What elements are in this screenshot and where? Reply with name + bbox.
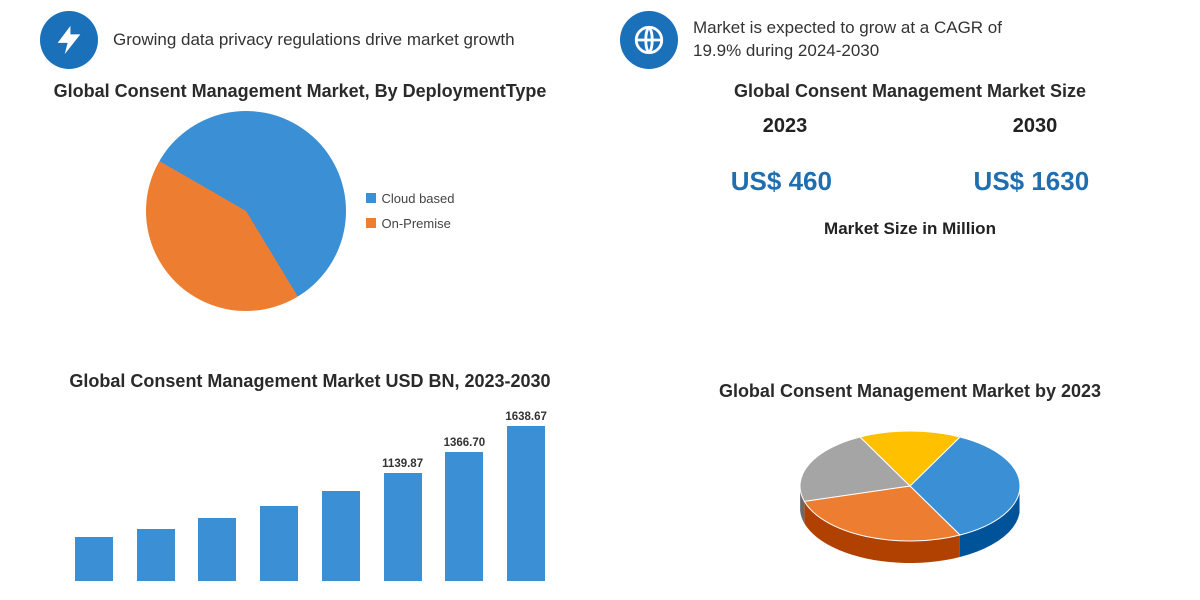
bar-value-label: 1139.87 — [382, 458, 423, 470]
legend-label-cloud: Cloud based — [382, 191, 455, 206]
bar-col: 1638.67 — [502, 411, 550, 580]
deployment-pie-title: Global Consent Management Market, By Dep… — [20, 80, 580, 103]
bar-chart-bars: 1139.87 1366.70 1638.67 — [70, 401, 550, 581]
ms-value-1: US$ 1630 — [974, 166, 1090, 197]
bar-col — [194, 518, 242, 580]
bar — [137, 529, 175, 581]
infographic-container: Growing data privacy regulations drive m… — [0, 0, 1200, 600]
deployment-pie-wrap: Cloud based On-Premise — [20, 111, 580, 311]
bar-chart-title: Global Consent Management Market USD BN,… — [20, 370, 600, 393]
bar-col — [132, 529, 180, 581]
deployment-pie-chart — [146, 111, 346, 311]
bar — [198, 518, 236, 580]
panel-pie-2023: Global Consent Management Market by 2023 — [660, 380, 1160, 581]
market-size-values: US$ 460 US$ 1630 — [660, 166, 1160, 197]
market-size-title: Global Consent Management Market Size — [660, 80, 1160, 103]
panel-bar-chart: Global Consent Management Market USD BN,… — [20, 370, 600, 581]
ms-value-0: US$ 460 — [731, 166, 832, 197]
header-right-text: Market is expected to grow at a CAGR of … — [693, 17, 1002, 63]
pie-2023-title: Global Consent Management Market by 2023 — [660, 380, 1160, 403]
panel-deployment-pie: Global Consent Management Market, By Dep… — [20, 80, 580, 311]
bar — [384, 473, 422, 580]
bolt-icon — [40, 11, 98, 69]
panel-market-size: Global Consent Management Market Size 20… — [660, 80, 1160, 239]
legend-item-onprem: On-Premise — [366, 216, 455, 231]
pie-2023-chart — [770, 411, 1050, 581]
pie-2023-wrap — [660, 411, 1160, 581]
header-cell-right: Market is expected to grow at a CAGR of … — [600, 10, 1180, 70]
legend-label-onprem: On-Premise — [382, 216, 451, 231]
market-size-years: 2023 2030 — [660, 115, 1160, 138]
globe-icon — [620, 11, 678, 69]
bar — [322, 491, 360, 580]
bar-value-label: 1366.70 — [444, 437, 486, 449]
bar-col — [255, 506, 303, 581]
bar — [507, 426, 545, 580]
legend-swatch-onprem — [366, 218, 376, 228]
bar-col — [70, 537, 118, 580]
market-size-caption: Market Size in Million — [660, 219, 1160, 239]
ms-year-0: 2023 — [763, 115, 808, 138]
bar-value-label: 1638.67 — [505, 411, 547, 423]
header-row: Growing data privacy regulations drive m… — [20, 10, 1180, 70]
deployment-legend: Cloud based On-Premise — [366, 191, 455, 231]
header-right-line2: 19.9% during 2024-2030 — [693, 41, 879, 60]
legend-swatch-cloud — [366, 193, 376, 203]
header-cell-left: Growing data privacy regulations drive m… — [20, 10, 600, 70]
header-left-text: Growing data privacy regulations drive m… — [113, 29, 515, 52]
bar — [445, 452, 483, 581]
ms-year-1: 2030 — [1013, 115, 1058, 138]
bar — [260, 506, 298, 581]
bar-col: 1139.87 — [379, 458, 427, 580]
content-grid: Global Consent Management Market, By Dep… — [20, 80, 1180, 600]
bar — [75, 537, 113, 580]
bar-col — [317, 491, 365, 580]
legend-item-cloud: Cloud based — [366, 191, 455, 206]
header-right-line1: Market is expected to grow at a CAGR of — [693, 18, 1002, 37]
bar-col: 1366.70 — [441, 437, 489, 581]
